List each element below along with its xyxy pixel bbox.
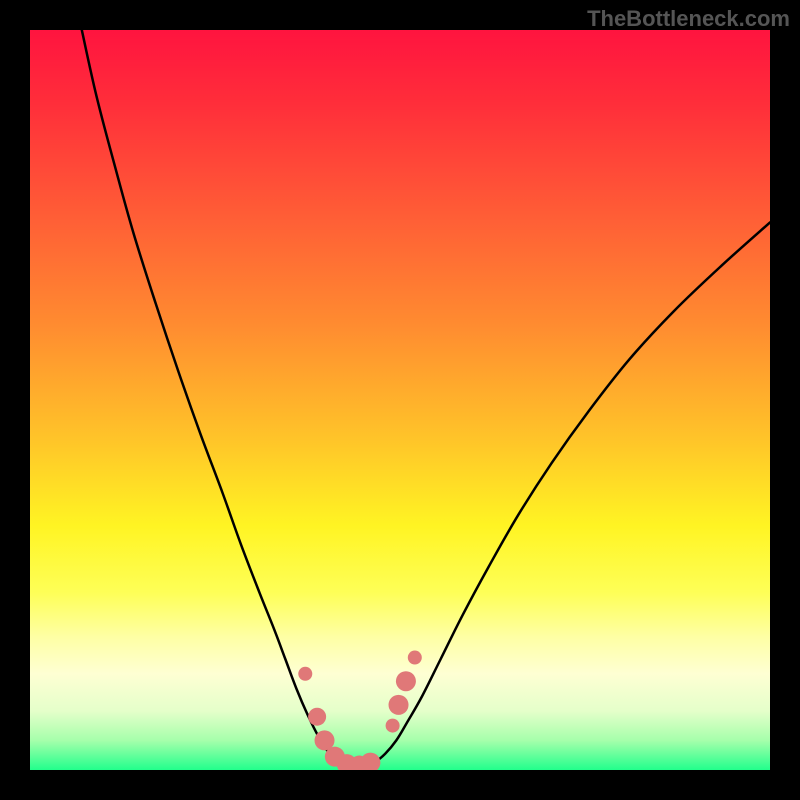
bottleneck-chart: [30, 30, 770, 770]
data-marker: [389, 695, 409, 715]
chart-background: [30, 30, 770, 770]
watermark-text: TheBottleneck.com: [587, 6, 790, 32]
data-marker: [298, 667, 312, 681]
chart-container: [30, 30, 770, 770]
data-marker: [408, 651, 422, 665]
data-marker: [396, 671, 416, 691]
data-marker: [386, 719, 400, 733]
data-marker: [308, 708, 326, 726]
